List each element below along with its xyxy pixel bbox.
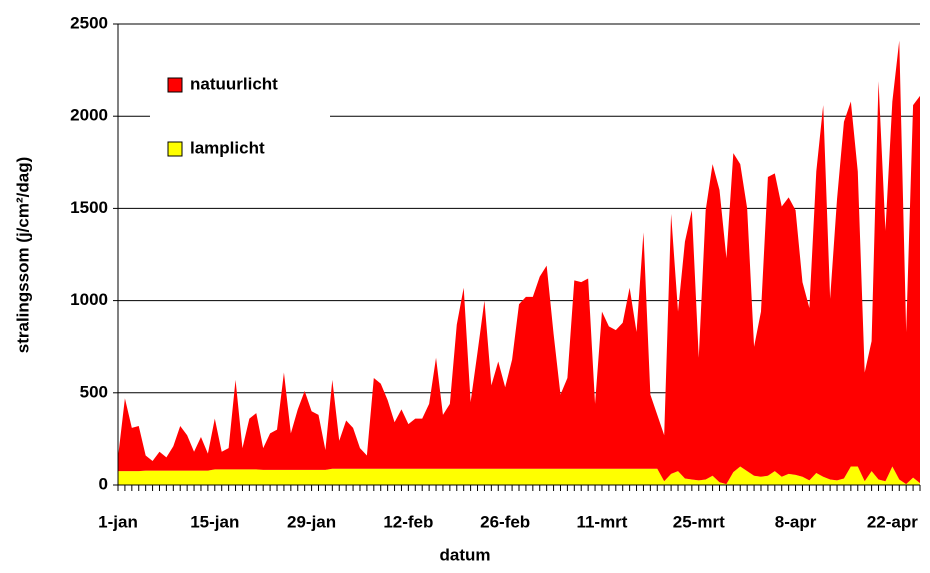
x-tick-label: 25-mrt xyxy=(673,512,725,531)
area xyxy=(118,40,920,485)
y-tick-label: 500 xyxy=(80,382,108,401)
legend-label: natuurlicht xyxy=(190,74,278,93)
legend-swatch xyxy=(167,141,183,157)
x-tick-label: 12-feb xyxy=(383,512,433,531)
y-tick-label: 1500 xyxy=(70,198,108,217)
x-tick-label: 26-feb xyxy=(480,512,530,531)
y-axis-title: stralingssom (j/cm²/dag) xyxy=(13,157,32,353)
legend-swatch xyxy=(167,77,183,93)
y-tick-label: 1000 xyxy=(70,290,108,309)
x-tick-label: 1-jan xyxy=(98,512,138,531)
y-tick-label: 0 xyxy=(99,474,108,493)
legend-label: lamplicht xyxy=(190,138,265,157)
x-tick-label: 15-jan xyxy=(190,512,239,531)
y-tick-label: 2500 xyxy=(70,13,108,32)
y-tick-label: 2000 xyxy=(70,106,108,125)
x-tick-label: 8-apr xyxy=(775,512,817,531)
x-tick-label: 29-jan xyxy=(287,512,336,531)
x-axis-title: datum xyxy=(440,545,491,564)
area xyxy=(118,466,920,485)
x-tick-label: 22-apr xyxy=(867,512,918,531)
x-tick-label: 11-mrt xyxy=(576,512,627,531)
